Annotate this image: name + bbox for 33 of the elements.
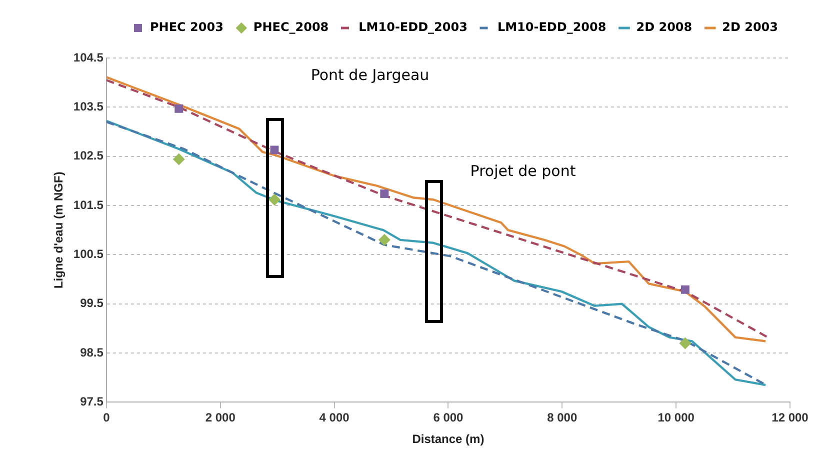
legend-label: 2D 2003 xyxy=(722,20,778,34)
x-tick-label: 2 000 xyxy=(205,410,236,425)
legend-label: LM10-EDD_2008 xyxy=(497,20,606,34)
point xyxy=(679,337,692,350)
point xyxy=(270,146,279,154)
point xyxy=(380,189,389,198)
x-tick-label: 0 xyxy=(103,410,110,425)
x-tick-label: 4 000 xyxy=(319,410,350,425)
legend-label: 2D 2008 xyxy=(636,20,692,34)
y-tick-label: 101.5 xyxy=(73,198,104,212)
y-tick-label: 103.5 xyxy=(73,99,104,114)
annotation: Pont de Jargeau xyxy=(310,66,430,84)
y-tick-label: 102.5 xyxy=(73,148,104,163)
legend-label: LM10-EDD_2003 xyxy=(358,20,468,34)
point xyxy=(172,153,185,166)
point xyxy=(268,194,280,206)
y-tick-label: 97.5 xyxy=(80,394,104,409)
x-tick-label: 8 000 xyxy=(547,410,578,425)
x-tick-label: 6 000 xyxy=(433,410,464,425)
point xyxy=(378,234,390,246)
legend-label: PHEC 2003 xyxy=(150,20,224,34)
point xyxy=(680,285,690,294)
y-tick-label: 100.5 xyxy=(73,247,104,261)
y-tick-label: 98.5 xyxy=(80,345,104,360)
y-tick-label: 99.5 xyxy=(80,296,104,310)
x-tick-label: 10 000 xyxy=(658,410,695,425)
y-tick-label: 104.5 xyxy=(73,50,104,64)
y-axis-title: Ligne d'eau (m NGF) xyxy=(52,172,66,289)
x-tick-label: 12 000 xyxy=(772,410,809,425)
annotation: Projet de pont xyxy=(470,162,576,180)
x-axis-title: Distance (m) xyxy=(412,432,484,446)
point xyxy=(174,104,184,113)
legend-label: PHEC_2008 xyxy=(253,20,329,34)
